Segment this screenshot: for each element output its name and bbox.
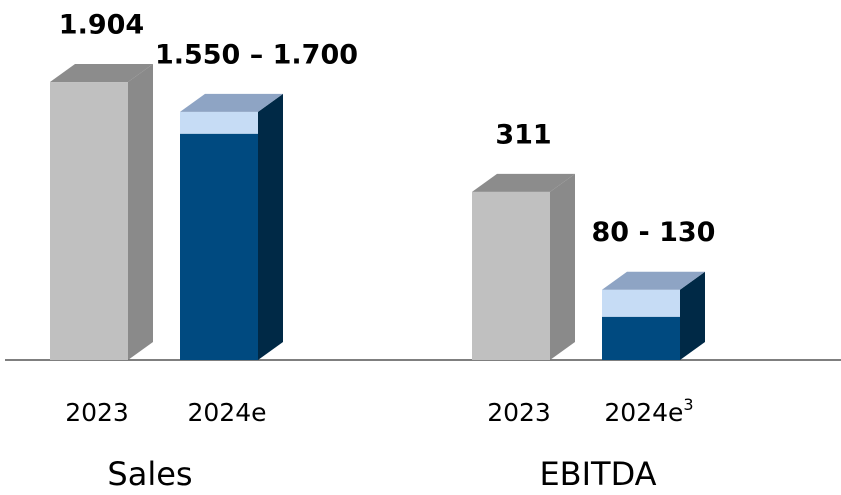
bar-top xyxy=(602,271,705,290)
bar-side xyxy=(258,93,283,360)
x-tick-label: 2024e3 xyxy=(604,395,693,428)
bar-top xyxy=(472,173,575,192)
value-label: 80 - 130 xyxy=(592,217,716,248)
bar xyxy=(602,316,680,360)
range-bar xyxy=(180,111,258,134)
bar-side xyxy=(128,64,153,360)
range-bar xyxy=(602,289,680,317)
category: 2024e xyxy=(604,398,683,427)
category: 2024e xyxy=(187,398,266,427)
group-title: Sales xyxy=(107,455,192,493)
category: 2023 xyxy=(65,398,129,427)
bar xyxy=(180,133,258,360)
value-label: 1.904 xyxy=(59,10,144,41)
x-tick-label: 2023 xyxy=(65,398,129,427)
bar-side xyxy=(680,271,705,360)
bar xyxy=(50,82,128,360)
bar-top xyxy=(50,64,153,83)
category: 2023 xyxy=(487,398,551,427)
value-label: 1.550 – 1.700 xyxy=(155,39,358,70)
footnote-mark: 3 xyxy=(683,395,693,414)
x-tick-label: 2024e xyxy=(187,398,266,427)
bar-side xyxy=(550,173,575,360)
bar-top xyxy=(180,93,283,112)
value-label: 311 xyxy=(495,119,551,150)
x-tick-label: 2023 xyxy=(487,398,551,427)
bar xyxy=(472,191,550,360)
group-title: EBITDA xyxy=(539,455,656,493)
